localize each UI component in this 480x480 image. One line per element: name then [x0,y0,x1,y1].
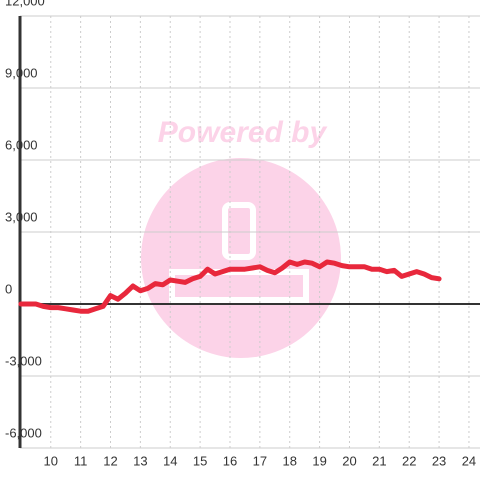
y-tick-label: 12,000 [5,0,45,8]
x-tick-label: 20 [342,453,356,468]
x-tick-label: 19 [312,453,326,468]
line [18,259,442,314]
x-tick-label: 15 [193,453,207,468]
x-tick-label: 14 [163,453,177,468]
x-tick-label: 22 [402,453,416,468]
watermark-logo [141,158,341,358]
x-tick-label: 24 [462,453,476,468]
x-tick-label: 10 [44,453,58,468]
y-tick-label: -6,000 [5,425,42,440]
watermark-text: Powered by [158,116,328,149]
y-tick-label: 0 [5,281,12,296]
x-tick-label: 21 [372,453,386,468]
x-tick-label: 18 [282,453,296,468]
y-tick-label: -3,000 [5,353,42,368]
plot [18,259,442,314]
grid: -6,000-3,00003,0006,0009,00012,000101112… [5,0,480,468]
x-tick-label: 23 [432,453,446,468]
x-tick-label: 17 [253,453,267,468]
x-tick-label: 13 [133,453,147,468]
x-tick-label: 12 [103,453,117,468]
x-tick-label: 16 [223,453,237,468]
x-tick-label: 11 [74,453,88,468]
